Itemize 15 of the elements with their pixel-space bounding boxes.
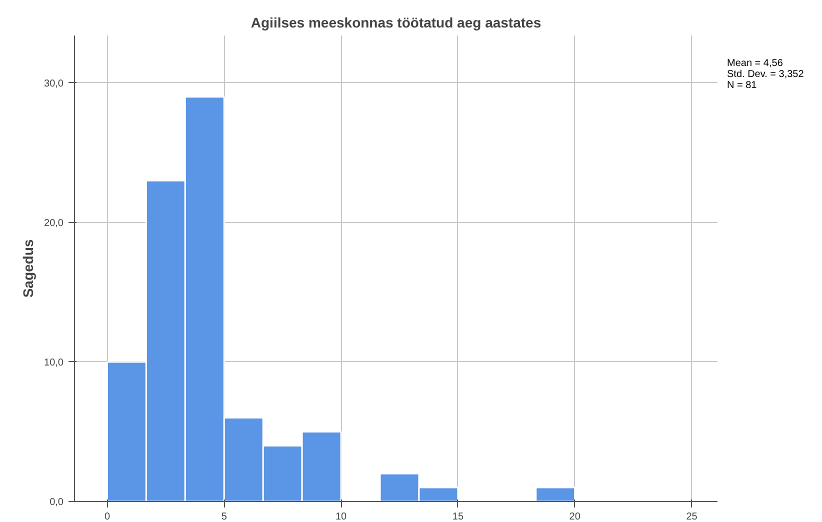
x-tick-label: 20 bbox=[569, 512, 581, 522]
y-tick-label: 10,0 bbox=[44, 357, 64, 368]
text: Mean = 4,56 bbox=[727, 58, 783, 69]
chart-title: Agiilses meeskonnas töötatud aeg aastates bbox=[250, 14, 542, 30]
y-axis-title: Sagedus bbox=[20, 239, 36, 298]
x-tick-label: 25 bbox=[686, 512, 698, 522]
x-tick-label: 10 bbox=[335, 512, 348, 522]
x-tick-label: 5 bbox=[221, 512, 228, 522]
y-tick-label: 30,0 bbox=[44, 78, 64, 90]
text: N = 81 bbox=[727, 80, 757, 91]
text: Std. Dev. = 3,352 bbox=[727, 69, 804, 80]
y-tick-label: 20,0 bbox=[44, 218, 64, 229]
y-tick-label: 0,0 bbox=[50, 497, 64, 508]
x-tick-label: 15 bbox=[452, 512, 464, 522]
x-tick-label: 0 bbox=[104, 512, 110, 522]
